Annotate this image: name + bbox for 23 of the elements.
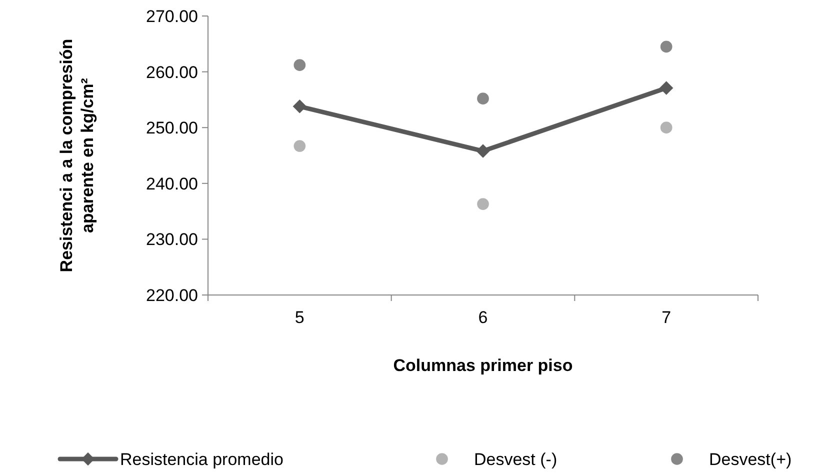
- point: [659, 81, 674, 95]
- point: [660, 40, 672, 53]
- x-tick-label: 7: [662, 308, 672, 327]
- y-axis-title: Resistenci a a la compresión aparente en kg/cm²: [57, 38, 97, 272]
- point: [292, 100, 307, 114]
- y-tick-label: 250.00: [146, 118, 198, 138]
- legend-label: Desvest(+): [709, 450, 792, 469]
- y-tick-label: 270.00: [146, 6, 198, 26]
- y-tick-label: 220.00: [146, 286, 198, 305]
- y-tick-label: 230.00: [146, 230, 198, 250]
- y-tick-label: 240.00: [146, 174, 198, 194]
- point: [477, 92, 489, 104]
- x-tick-label: 5: [294, 308, 304, 327]
- legend-label: Resistencia promedio: [120, 450, 284, 469]
- point: [294, 140, 306, 152]
- x-tick-label: 6: [478, 308, 488, 327]
- y-tick-label: 260.00: [146, 62, 198, 82]
- legend-label: Desvest (-): [474, 450, 558, 469]
- point: [476, 144, 490, 158]
- x-axis-title: Columnas primer piso: [393, 356, 573, 375]
- point: [660, 122, 672, 134]
- point: [477, 198, 489, 210]
- point: [294, 59, 306, 72]
